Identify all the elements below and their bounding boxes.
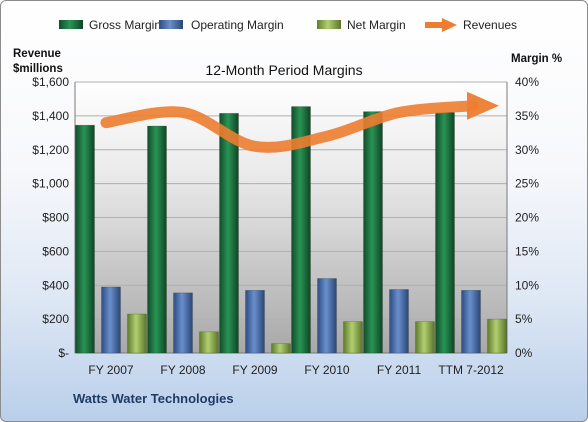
- legend-label: Revenues: [463, 18, 517, 32]
- bars-group: [75, 106, 507, 354]
- revenue-line: [100, 100, 479, 153]
- right-tick-label: 5%: [515, 312, 533, 326]
- legend-swatch-net-margin: [317, 20, 341, 29]
- right-axis-title: Margin %: [511, 53, 562, 65]
- left-tick-label: $1,400: [32, 109, 69, 123]
- left-tick-label: $-: [58, 346, 69, 360]
- legend: Gross Margin Operating Margin Net Margin Re…: [59, 18, 517, 32]
- category-label: FY 2010: [304, 363, 349, 377]
- left-tick-label: $600: [42, 244, 69, 258]
- bar-net-margin: [127, 313, 147, 354]
- legend-swatch-revenues-arrow: [442, 18, 457, 32]
- right-axis-ticks: 0% 5% 10% 15% 20% 25% 30% 35% 40%: [515, 75, 539, 360]
- bar-net-margin: [415, 321, 435, 354]
- category-label: FY 2011: [377, 363, 422, 377]
- bar-net-margin: [199, 331, 219, 354]
- category-labels: FY 2007 FY 2008 FY 2009 FY 2010 FY 2011 TTM 7…: [88, 363, 504, 377]
- bar-gross-margin: [435, 112, 455, 354]
- left-tick-label: $800: [42, 211, 69, 225]
- revenue-line-group: [100, 91, 499, 153]
- right-tick-label: 40%: [515, 75, 539, 89]
- bar-gross-margin: [291, 106, 311, 354]
- bar-operating-margin: [173, 292, 193, 354]
- legend-label: Operating Margin: [191, 18, 284, 32]
- left-axis-title-line1: Revenue: [13, 48, 61, 60]
- bar-net-margin: [343, 321, 363, 354]
- bar-net-margin: [271, 343, 291, 354]
- left-tick-label: $1,000: [32, 177, 69, 191]
- left-axis-ticks: $- $200 $400 $600 $800 $1,000 $1,200 $1,400 $1,6…: [32, 75, 69, 360]
- bar-gross-margin: [75, 124, 95, 354]
- category-label: FY 2007: [88, 363, 133, 377]
- chart-title: 12-Month Period Margins: [205, 62, 362, 78]
- category-label: FY 2009: [232, 363, 277, 377]
- bar-operating-margin: [461, 290, 481, 354]
- bar-operating-margin: [101, 286, 121, 354]
- bar-net-margin: [487, 318, 507, 354]
- left-axis-title-line2: $millions: [13, 63, 63, 75]
- category-label: FY 2008: [160, 363, 205, 377]
- right-tick-label: 20%: [515, 211, 539, 225]
- legend-swatch-gross-margin: [59, 20, 83, 29]
- right-tick-label: 0%: [515, 346, 533, 360]
- legend-swatch-operating-margin: [159, 20, 183, 29]
- bar-gross-margin: [219, 113, 239, 354]
- right-tick-label: 25%: [515, 177, 539, 191]
- left-tick-label: $1,600: [32, 75, 69, 89]
- legend-label: Gross Margin: [89, 18, 161, 32]
- right-tick-label: 35%: [515, 109, 539, 123]
- bar-gross-margin: [363, 111, 383, 354]
- category-label: TTM 7-2012: [438, 363, 504, 377]
- right-tick-label: 10%: [515, 278, 539, 292]
- bar-gross-margin: [147, 125, 167, 354]
- bar-operating-margin: [245, 290, 265, 354]
- right-tick-label: 15%: [515, 244, 539, 258]
- left-tick-label: $200: [42, 312, 69, 326]
- left-tick-label: $400: [42, 278, 69, 292]
- company-name: Watts Water Technologies: [73, 391, 234, 406]
- bar-operating-margin: [389, 289, 409, 354]
- bar-operating-margin: [317, 278, 337, 354]
- revenue-arrowhead: [467, 91, 499, 120]
- legend-label: Net Margin: [347, 18, 406, 32]
- right-tick-label: 30%: [515, 143, 539, 157]
- left-tick-label: $1,200: [32, 143, 69, 157]
